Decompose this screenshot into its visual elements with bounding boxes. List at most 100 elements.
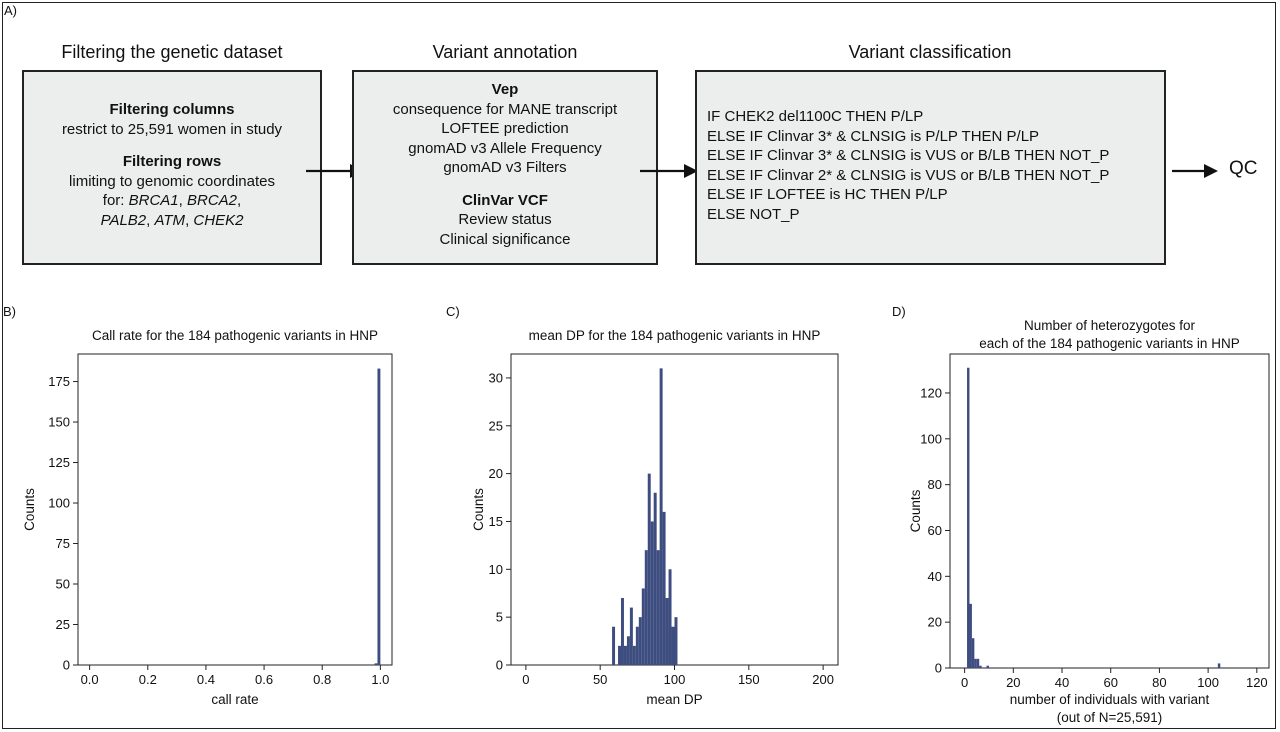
y-axis-label: Counts — [471, 488, 486, 531]
y-tick-label: 0 — [496, 658, 503, 673]
arrow-right-icon — [640, 164, 698, 178]
histogram-bar — [974, 658, 977, 668]
chart-title: Number of heterozygotes for — [1024, 318, 1196, 333]
x-tick-label: 80 — [1152, 675, 1166, 690]
y-tick-label: 175 — [48, 374, 70, 389]
histogram-bar — [986, 665, 989, 668]
vep-item-loftee: LOFTEE prediction — [441, 120, 569, 137]
y-tick-label: 120 — [920, 385, 942, 400]
y-tick-label: 5 — [496, 610, 503, 625]
vep-item-allele-frequency: gnomAD v3 Allele Frequency — [408, 139, 602, 157]
y-tick-label: 75 — [56, 536, 70, 551]
filter-box: Filtering columns restrict to 25,591 wom… — [22, 70, 322, 265]
y-tick-label: 40 — [928, 569, 942, 584]
histogram-bar — [620, 598, 624, 665]
y-tick-label: 100 — [920, 431, 942, 446]
histogram-bar — [659, 368, 663, 665]
filtering-rows-text: limiting to genomic coordinates — [69, 172, 275, 190]
rule-2: ELSE IF Clinvar 3* & CLNSIG is P/LP THEN… — [707, 127, 1040, 145]
y-tick-label: 25 — [56, 617, 70, 632]
histogram-bar — [976, 658, 980, 668]
histogram-bar — [969, 603, 972, 668]
histogram-bar — [967, 367, 970, 668]
y-tick-label: 10 — [489, 562, 503, 577]
histogram-bar — [377, 368, 381, 665]
chart-title: each of the 184 pathogenic variants in H… — [979, 336, 1239, 351]
x-tick-label: 0.6 — [255, 672, 273, 687]
x-tick-label: 20 — [1006, 675, 1020, 690]
x-tick-label: 0.0 — [81, 672, 99, 687]
y-tick-label: 50 — [56, 577, 70, 592]
histogram-bar — [635, 626, 639, 665]
filter-section-title: Filtering the genetic dataset — [61, 42, 283, 62]
histogram-bar — [641, 588, 645, 665]
histogram-bar — [662, 511, 666, 665]
histogram-bar — [653, 492, 657, 665]
vep-item-consequence: consequence for MANE transcript — [392, 100, 618, 118]
gene-list-line-1: for: BRCA1, BRCA2, — [102, 192, 242, 209]
x-tick-label: 120 — [1246, 675, 1268, 690]
y-axis-label: Counts — [908, 489, 923, 532]
chart-title: mean DP for the 184 pathogenic variants … — [529, 328, 821, 343]
clinvar-heading: ClinVar VCF — [462, 191, 548, 209]
gene-atm: ATM — [154, 211, 186, 229]
x-axis-label: call rate — [211, 692, 258, 707]
histogram-bar — [644, 550, 648, 665]
x-tick-label: 0.2 — [139, 672, 157, 687]
histogram-bar — [665, 598, 669, 665]
rule-1: IF CHEK2 del1100C THEN P/LP — [707, 108, 924, 125]
histogram-bar — [971, 638, 975, 668]
classification-section-title: Variant classification — [848, 42, 1012, 62]
gene-list-line-2: PALB2, ATM, CHEK2 — [100, 211, 244, 229]
y-tick-label: 15 — [489, 514, 503, 529]
x-tick-label: 0 — [522, 672, 529, 687]
filtering-rows-heading: Filtering rows — [122, 153, 222, 170]
classification-box: IF CHEK2 del1100C THEN P/LP ELSE IF Clin… — [695, 70, 1166, 265]
panel-letter: D) — [892, 304, 906, 319]
filtering-columns-heading: Filtering columns — [109, 101, 235, 118]
x-tick-label: 200 — [812, 672, 834, 687]
x-tick-label: 0 — [961, 675, 968, 690]
y-tick-label: 30 — [489, 370, 503, 385]
panel-letter: C) — [446, 304, 460, 319]
histogram-bar — [629, 607, 633, 665]
rule-6: ELSE NOT_P — [707, 205, 800, 223]
histogram-bar — [374, 663, 378, 665]
histogram-bar — [632, 645, 636, 665]
plot-frame — [77, 353, 393, 666]
histogram-bar — [656, 550, 660, 665]
y-tick-label: 80 — [928, 477, 942, 492]
rule-4: ELSE IF Clinvar 2* & CLNSIG is VUS or B/… — [707, 166, 1110, 184]
histogram-bar — [671, 626, 675, 665]
gene-chek2: CHEK2 — [193, 211, 244, 229]
histogram-bar — [650, 521, 654, 665]
histogram-bar — [1217, 663, 1221, 668]
x-tick-label: 150 — [738, 672, 760, 687]
x-tick-label: 0.4 — [197, 672, 215, 687]
y-axis-label: Counts — [22, 488, 37, 531]
x-tick-label: 50 — [593, 672, 607, 687]
x-tick-label: 0.8 — [313, 672, 331, 687]
x-tick-label: 1.0 — [371, 672, 389, 687]
annotation-box: Vep consequence for MANE transcript LOFT… — [352, 70, 658, 265]
annotation-section-title: Variant annotation — [432, 42, 578, 62]
histogram-bar — [638, 617, 642, 665]
histogram-bar — [612, 626, 616, 665]
panel-letter: B) — [3, 304, 16, 319]
rule-5: ELSE IF LOFTEE is HC THEN P/LP — [707, 186, 948, 203]
rule-3: ELSE IF Clinvar 3* & CLNSIG is VUS or B/… — [707, 147, 1110, 164]
y-tick-label: 20 — [489, 466, 503, 481]
panel-a-letter: A) — [4, 3, 17, 18]
qc-label: QC — [1229, 158, 1258, 179]
gene-brca1: BRCA1 — [128, 192, 179, 209]
x-tick-label: 40 — [1055, 675, 1069, 690]
y-tick-label: 150 — [48, 415, 70, 430]
filtering-columns-text: restrict to 25,591 women in study — [61, 120, 283, 138]
chart-title: Call rate for the 184 pathogenic variant… — [92, 328, 378, 343]
y-tick-label: 25 — [489, 418, 503, 433]
y-tick-label: 0 — [935, 661, 942, 676]
histogram-bar — [979, 665, 982, 668]
histogram-bar — [668, 569, 672, 665]
